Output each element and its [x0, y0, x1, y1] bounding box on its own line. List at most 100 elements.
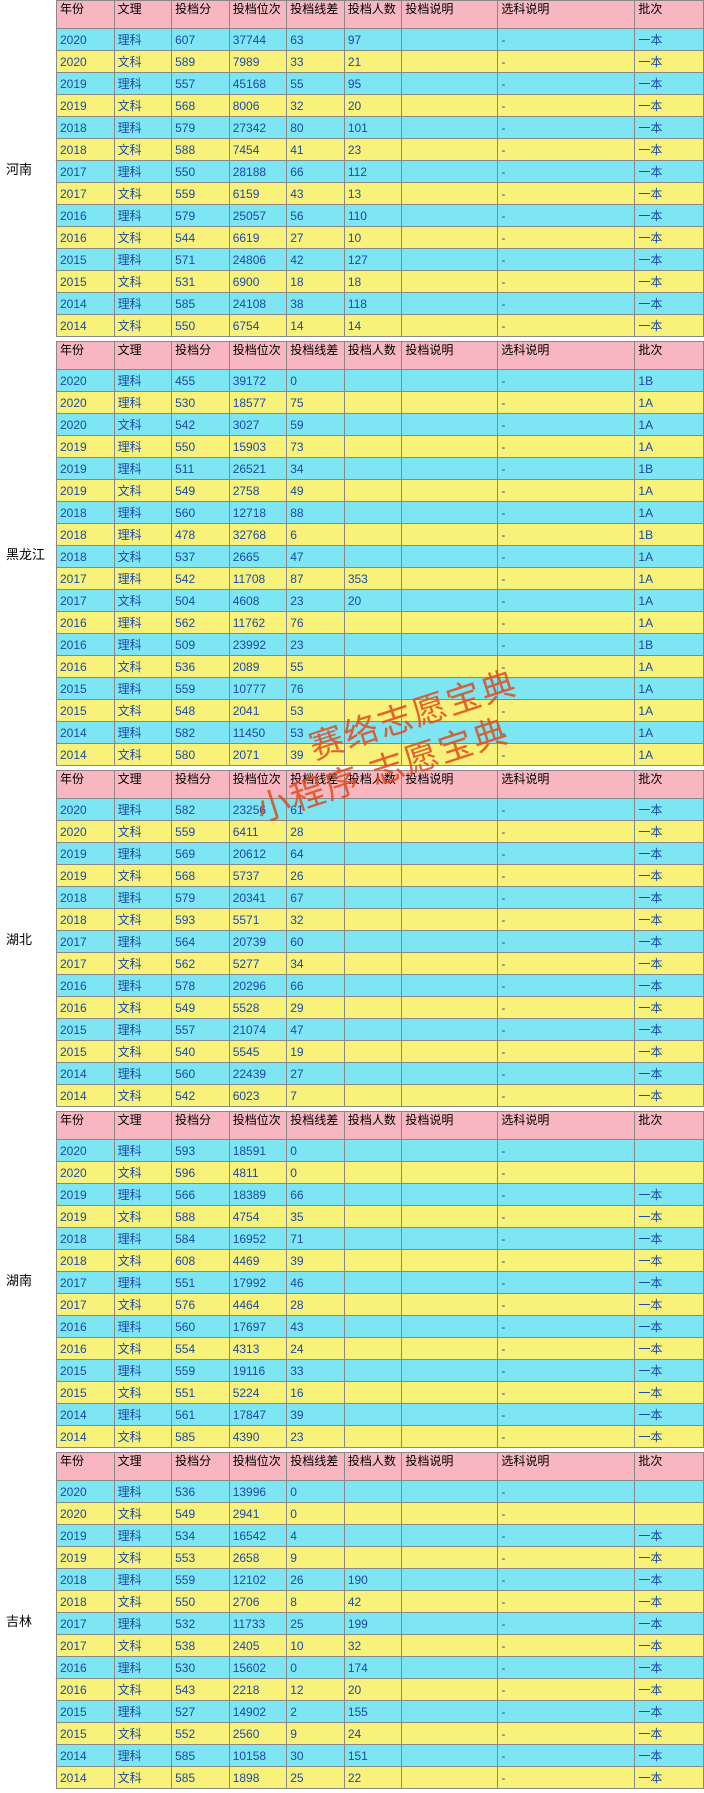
table-cell: 23992: [229, 634, 287, 656]
table-row: 2020理科5301857775-1A: [57, 392, 704, 414]
table-cell: 28188: [229, 161, 287, 183]
table-cell: 11708: [229, 568, 287, 590]
table-cell: 文科: [114, 865, 172, 887]
table-cell: 理科: [114, 1404, 172, 1426]
table-cell: 2015: [57, 1723, 115, 1745]
table-cell: [402, 95, 498, 117]
table-cell: [344, 612, 402, 634]
table-cell: -: [498, 1041, 635, 1063]
table-cell: 理科: [114, 1481, 172, 1503]
table-cell: 21074: [229, 1019, 287, 1041]
table-cell: 544: [172, 227, 230, 249]
table-cell: 589: [172, 51, 230, 73]
column-header: 投档位次: [229, 771, 287, 799]
table-cell: -: [498, 183, 635, 205]
table-cell: 一本: [635, 1294, 704, 1316]
table-cell: [402, 183, 498, 205]
table-row: 2016理科5092399223-1B: [57, 634, 704, 656]
table-cell: 20739: [229, 931, 287, 953]
table-row: 2015理科5591077776-1A: [57, 678, 704, 700]
table-cell: 2016: [57, 1657, 115, 1679]
table-cell: 4464: [229, 1294, 287, 1316]
province-section: 湖南年份文理投档分投档位次投档线差投档人数投档说明选科说明批次2020理科593…: [0, 1111, 704, 1448]
table-cell: 2015: [57, 1382, 115, 1404]
table-cell: 39: [287, 1250, 345, 1272]
table-cell: 531: [172, 271, 230, 293]
table-cell: 一本: [635, 865, 704, 887]
table-row: 2020理科607377446397-一本: [57, 29, 704, 51]
table-row: 2015理科5712480642127-一本: [57, 249, 704, 271]
table-cell: 0: [287, 1503, 345, 1525]
table-cell: 540: [172, 1041, 230, 1063]
table-cell: [344, 821, 402, 843]
table-cell: 一本: [635, 315, 704, 337]
table-cell: [402, 865, 498, 887]
table-cell: -: [498, 843, 635, 865]
table-cell: [402, 524, 498, 546]
table-cell: 5737: [229, 865, 287, 887]
table-cell: [344, 975, 402, 997]
table-cell: [402, 821, 498, 843]
column-header: 文理: [114, 342, 172, 370]
table-cell: 2016: [57, 634, 115, 656]
table-cell: 1A: [635, 414, 704, 436]
column-header: 投档说明: [402, 1, 498, 29]
table-cell: 17847: [229, 1404, 287, 1426]
table-cell: 一本: [635, 887, 704, 909]
table-cell: 2016: [57, 1338, 115, 1360]
table-cell: 593: [172, 909, 230, 931]
table-cell: 2014: [57, 1767, 115, 1789]
table-cell: -: [498, 612, 635, 634]
table-cell: 4469: [229, 1250, 287, 1272]
table-cell: -: [498, 1294, 635, 1316]
table-cell: [344, 1041, 402, 1063]
table-cell: [402, 997, 498, 1019]
column-header: 批次: [635, 1112, 704, 1140]
column-header: 投档分: [172, 342, 230, 370]
table-cell: 579: [172, 887, 230, 909]
table-row: 2014文科54260237-一本: [57, 1085, 704, 1107]
table-cell: 3027: [229, 414, 287, 436]
table-cell: 47: [287, 546, 345, 568]
table-cell: 2018: [57, 1591, 115, 1613]
table-cell: 文科: [114, 1767, 172, 1789]
table-cell: 一本: [635, 1250, 704, 1272]
table-cell: 理科: [114, 1272, 172, 1294]
table-cell: [402, 29, 498, 51]
table-cell: [402, 568, 498, 590]
table-cell: -: [498, 799, 635, 821]
table-cell: 文科: [114, 1206, 172, 1228]
table-cell: 2016: [57, 1316, 115, 1338]
table-cell: [402, 799, 498, 821]
table-cell: 理科: [114, 117, 172, 139]
table-row: 2020理科455391720-1B: [57, 370, 704, 392]
table-cell: 2019: [57, 73, 115, 95]
table-cell: -: [498, 821, 635, 843]
table-cell: 一本: [635, 29, 704, 51]
table-cell: 2014: [57, 1063, 115, 1085]
table-cell: -: [498, 1316, 635, 1338]
table-cell: 文科: [114, 821, 172, 843]
table-cell: 561: [172, 1404, 230, 1426]
table-cell: 2020: [57, 821, 115, 843]
table-cell: 一本: [635, 161, 704, 183]
table-cell: -: [498, 909, 635, 931]
table-cell: 1A: [635, 656, 704, 678]
table-cell: 39: [287, 744, 345, 766]
table-cell: 0: [287, 1657, 345, 1679]
table-cell: 97: [344, 29, 402, 51]
table-cell: 一本: [635, 1569, 704, 1591]
table-cell: 理科: [114, 799, 172, 821]
table-cell: [344, 480, 402, 502]
column-header: 批次: [635, 771, 704, 799]
table-cell: 27: [287, 227, 345, 249]
table-cell: 18577: [229, 392, 287, 414]
table-cell: 2014: [57, 1426, 115, 1448]
table-cell: -: [498, 524, 635, 546]
table-cell: 16542: [229, 1525, 287, 1547]
table-cell: -: [498, 1360, 635, 1382]
table-cell: 15903: [229, 436, 287, 458]
table-row: 2014文科585439023-一本: [57, 1426, 704, 1448]
table-cell: -: [498, 678, 635, 700]
table-cell: [402, 700, 498, 722]
